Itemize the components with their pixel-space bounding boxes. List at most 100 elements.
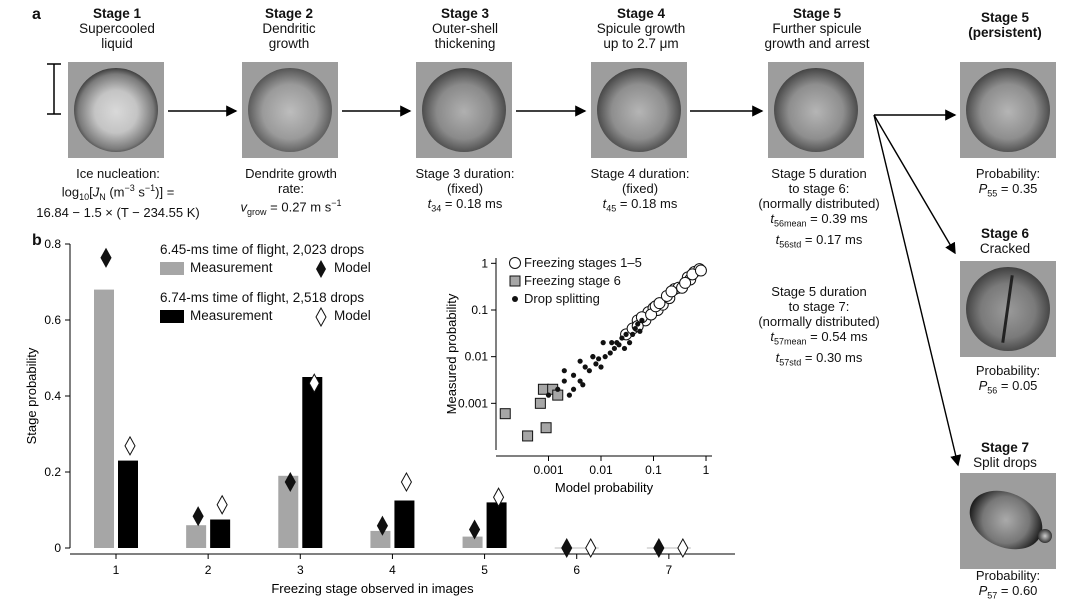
scatter-point-drop-splitting xyxy=(566,392,572,398)
legend-model-2-diamond xyxy=(315,307,327,327)
scatter-point-drop-splitting xyxy=(639,317,645,323)
scatter-point-drop-splitting xyxy=(561,368,567,374)
scatter-point-drop-splitting xyxy=(621,345,628,352)
stage-3-image xyxy=(416,62,512,158)
scatter-x-tick-label: 0.01 xyxy=(589,463,613,477)
caption-stage-4: Stage 4 duration: (fixed) t45 = 0.18 ms xyxy=(590,166,690,214)
scatter-y-tick-label: 0.1 xyxy=(471,303,488,317)
scatter-point-drop-splitting xyxy=(590,354,596,360)
caption-stage-5-to-7: Stage 5 duration to stage 7: (normally d… xyxy=(758,284,880,368)
bar-chart: 0 0.2 0.4 0.6 0.8 1 2 3 4 5 6 7 Freezing stage obser… xyxy=(24,237,735,596)
scale-bar xyxy=(47,63,61,115)
bar-y-tick-label: 0.4 xyxy=(44,389,61,403)
probability-p55: Probability: P55 = 0.35 xyxy=(975,166,1041,199)
scatter-point-drop-splitting xyxy=(593,361,599,367)
model-diamond-6-74 xyxy=(585,537,597,559)
scatter-x-tick-label: 0.1 xyxy=(645,463,662,477)
stage-2-image xyxy=(242,62,338,158)
scatter-point-stage-6 xyxy=(540,422,552,434)
bar-measurement-6-45 xyxy=(370,530,391,548)
model-diamond-6-45 xyxy=(468,519,481,540)
scatter-point-drop-splitting xyxy=(561,378,567,384)
bar-x-tick-label: 5 xyxy=(481,563,488,577)
caption-stage-1: Ice nucleation: log10[JN (m−3 s−1)] = 16… xyxy=(36,166,200,220)
inset-legend-label-3: Drop splitting xyxy=(524,291,600,306)
inset-legend-label-1: Freezing stages 1–5 xyxy=(524,255,642,270)
bar-x-tick-label: 1 xyxy=(113,563,120,577)
scatter-point-stages-1-5 xyxy=(665,285,678,298)
scatter-point-drop-splitting xyxy=(570,372,577,378)
scatter-x-tick-label: 1 xyxy=(703,463,710,477)
scatter-y-tick-label: 1 xyxy=(481,256,488,270)
bar-measurement-6-45 xyxy=(94,289,114,548)
scatter-y-tick-label: 0.001 xyxy=(458,396,488,410)
scatter-point-drop-splitting xyxy=(616,342,622,348)
scatter-point-drop-splitting xyxy=(596,356,602,362)
scatter-point-drop-splitting xyxy=(623,331,629,337)
scatter-point-drop-splitting xyxy=(586,368,592,374)
caption-stage-5-to-6: Stage 5 duration to stage 6: (normally d… xyxy=(758,166,880,250)
scatter-inset: 0.001 0.01 0.1 1 0.001 0.01 0.1 1 Model probabil… xyxy=(444,256,712,495)
scatter-point-drop-splitting xyxy=(577,378,583,384)
stage-5-persistent-image xyxy=(960,62,1056,158)
legend-model-1-diamond xyxy=(316,260,326,278)
model-diamond-6-74 xyxy=(492,487,505,508)
bar-y-tick-label: 0.8 xyxy=(44,237,61,251)
inset-legend-label-2: Freezing stage 6 xyxy=(524,273,621,288)
model-diamond-6-74 xyxy=(216,494,228,515)
legend-measurement-1-swatch xyxy=(160,262,184,275)
legend-measurement-2-swatch xyxy=(160,310,184,323)
bar-measurement-6-74 xyxy=(210,519,231,548)
bar-x-tick-label: 3 xyxy=(297,563,304,577)
model-diamond-6-74 xyxy=(124,435,136,456)
stage-1-image xyxy=(68,62,164,158)
scatter-point-drop-splitting xyxy=(611,345,618,352)
scatter-x-tick-label: 0.001 xyxy=(533,463,563,477)
stage-4-image xyxy=(591,62,687,158)
scatter-point-drop-splitting xyxy=(609,340,615,346)
model-diamond-6-74 xyxy=(400,471,413,493)
model-diamond-6-45 xyxy=(653,537,665,559)
bar-measurement-6-74 xyxy=(486,502,507,548)
scatter-point-stages-1-5 xyxy=(653,297,666,310)
scatter-point-stage-6 xyxy=(522,430,534,442)
scatter-point-stage-6 xyxy=(537,383,549,395)
model-diamond-6-45 xyxy=(284,471,296,493)
scatter-point-stages-1-5 xyxy=(679,276,692,289)
model-diamond-6-45 xyxy=(100,247,112,268)
scatter-point-drop-splitting xyxy=(598,364,604,370)
bar-x-tick-label: 7 xyxy=(666,563,673,577)
caption-stage-3: Stage 3 duration: (fixed) t34 = 0.18 ms xyxy=(415,166,515,214)
probability-p57: Probability: P57 = 0.60 xyxy=(975,568,1041,601)
panel-b-letter: b xyxy=(32,232,42,249)
scatter-point-drop-splitting xyxy=(577,358,583,364)
scatter-y-axis-label: Measured probability xyxy=(444,293,459,414)
model-diamond-6-45 xyxy=(192,506,204,527)
model-diamond-6-45 xyxy=(376,515,389,536)
legend-measurement-2-label: Measurement xyxy=(190,308,273,323)
scatter-point-drop-splitting xyxy=(619,335,625,341)
stage-5-persistent-title: Stage 5 (persistent) xyxy=(968,10,1042,40)
inset-legend-square xyxy=(509,275,521,287)
stage-2-title: Stage 2 Dendritic growth xyxy=(262,6,316,51)
legend-model-1-label: Model xyxy=(334,260,371,275)
bar-measurement-6-45 xyxy=(278,475,299,548)
scatter-point-drop-splitting xyxy=(630,331,636,337)
inset-legend-open-circle xyxy=(509,257,521,269)
scatter-point-stage-6 xyxy=(534,397,546,409)
scatter-point-drop-splitting xyxy=(582,364,588,370)
bar-measurement-6-74 xyxy=(118,460,138,548)
stage-1-title: Stage 1 Supercooled liquid xyxy=(79,6,155,51)
bar-y-axis-label: Stage probability xyxy=(24,347,39,444)
bar-y-tick-label: 0 xyxy=(54,541,61,555)
scatter-point-drop-splitting xyxy=(635,321,641,327)
bar-measurement-6-74 xyxy=(302,377,323,548)
scatter-point-drop-splitting xyxy=(555,386,561,392)
model-diamond-6-74 xyxy=(677,537,689,559)
scatter-y-tick-label: 0.01 xyxy=(465,350,489,364)
scatter-point-drop-splitting xyxy=(626,340,633,346)
bar-x-tick-label: 4 xyxy=(389,563,396,577)
bar-x-tick-label: 6 xyxy=(573,563,580,577)
scatter-point-stages-1-5 xyxy=(694,264,707,277)
